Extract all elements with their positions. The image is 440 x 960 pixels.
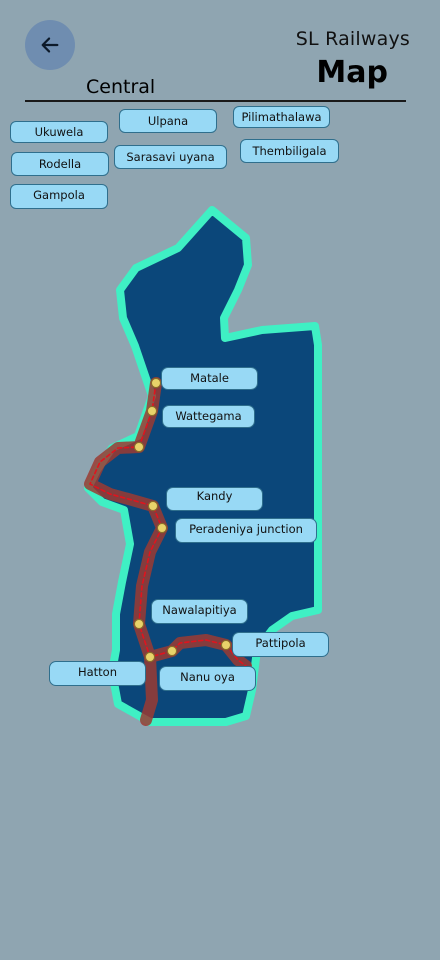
- station-label-matale[interactable]: Matale: [161, 367, 258, 390]
- station-label-peradeniya-junction[interactable]: Peradeniya junction: [175, 518, 317, 543]
- arrow-left-icon: [41, 37, 59, 53]
- rail-line: [84, 377, 252, 726]
- app-title: SL Railways: [295, 28, 410, 50]
- town-chip-gampola[interactable]: Gampola: [10, 184, 108, 209]
- station-dot-peradeniya: [156, 522, 168, 534]
- page-title: Map: [316, 55, 388, 90]
- station-dot-nawalapitiya: [133, 618, 145, 630]
- station-label-nawalapitiya[interactable]: Nawalapitiya: [151, 599, 248, 624]
- town-chip-pilimathalawa[interactable]: Pilimathalawa: [233, 106, 330, 128]
- station-label-nanu-oya[interactable]: Nanu oya: [159, 666, 256, 691]
- town-chip-rodella[interactable]: Rodella: [11, 152, 109, 176]
- town-chip-ulpana[interactable]: Ulpana: [119, 109, 217, 133]
- town-chip-sarasavi-uyana[interactable]: Sarasavi uyana: [114, 145, 227, 169]
- station-dot-matale: [150, 377, 162, 389]
- station-label-pattipola[interactable]: Pattipola: [232, 632, 329, 657]
- town-chip-thembiligala[interactable]: Thembiligala: [240, 139, 339, 163]
- station-label-hatton[interactable]: Hatton: [49, 661, 146, 686]
- region-title: Central: [86, 76, 156, 98]
- town-chip-ukuwela[interactable]: Ukuwela: [10, 121, 108, 143]
- station-label-wattegama[interactable]: Wattegama: [162, 405, 255, 428]
- station-dot-nanu-oya: [166, 645, 178, 657]
- station-dots: [133, 377, 232, 663]
- station-dot-wattegama: [146, 405, 158, 417]
- back-button[interactable]: [25, 20, 75, 70]
- station-dot-hatton: [144, 651, 156, 663]
- station-dot-kandy: [147, 500, 159, 512]
- station-dot-ukuwela: [133, 441, 145, 453]
- station-label-kandy[interactable]: Kandy: [166, 487, 263, 511]
- station-dot-pattipola: [220, 639, 232, 651]
- divider: [25, 100, 406, 102]
